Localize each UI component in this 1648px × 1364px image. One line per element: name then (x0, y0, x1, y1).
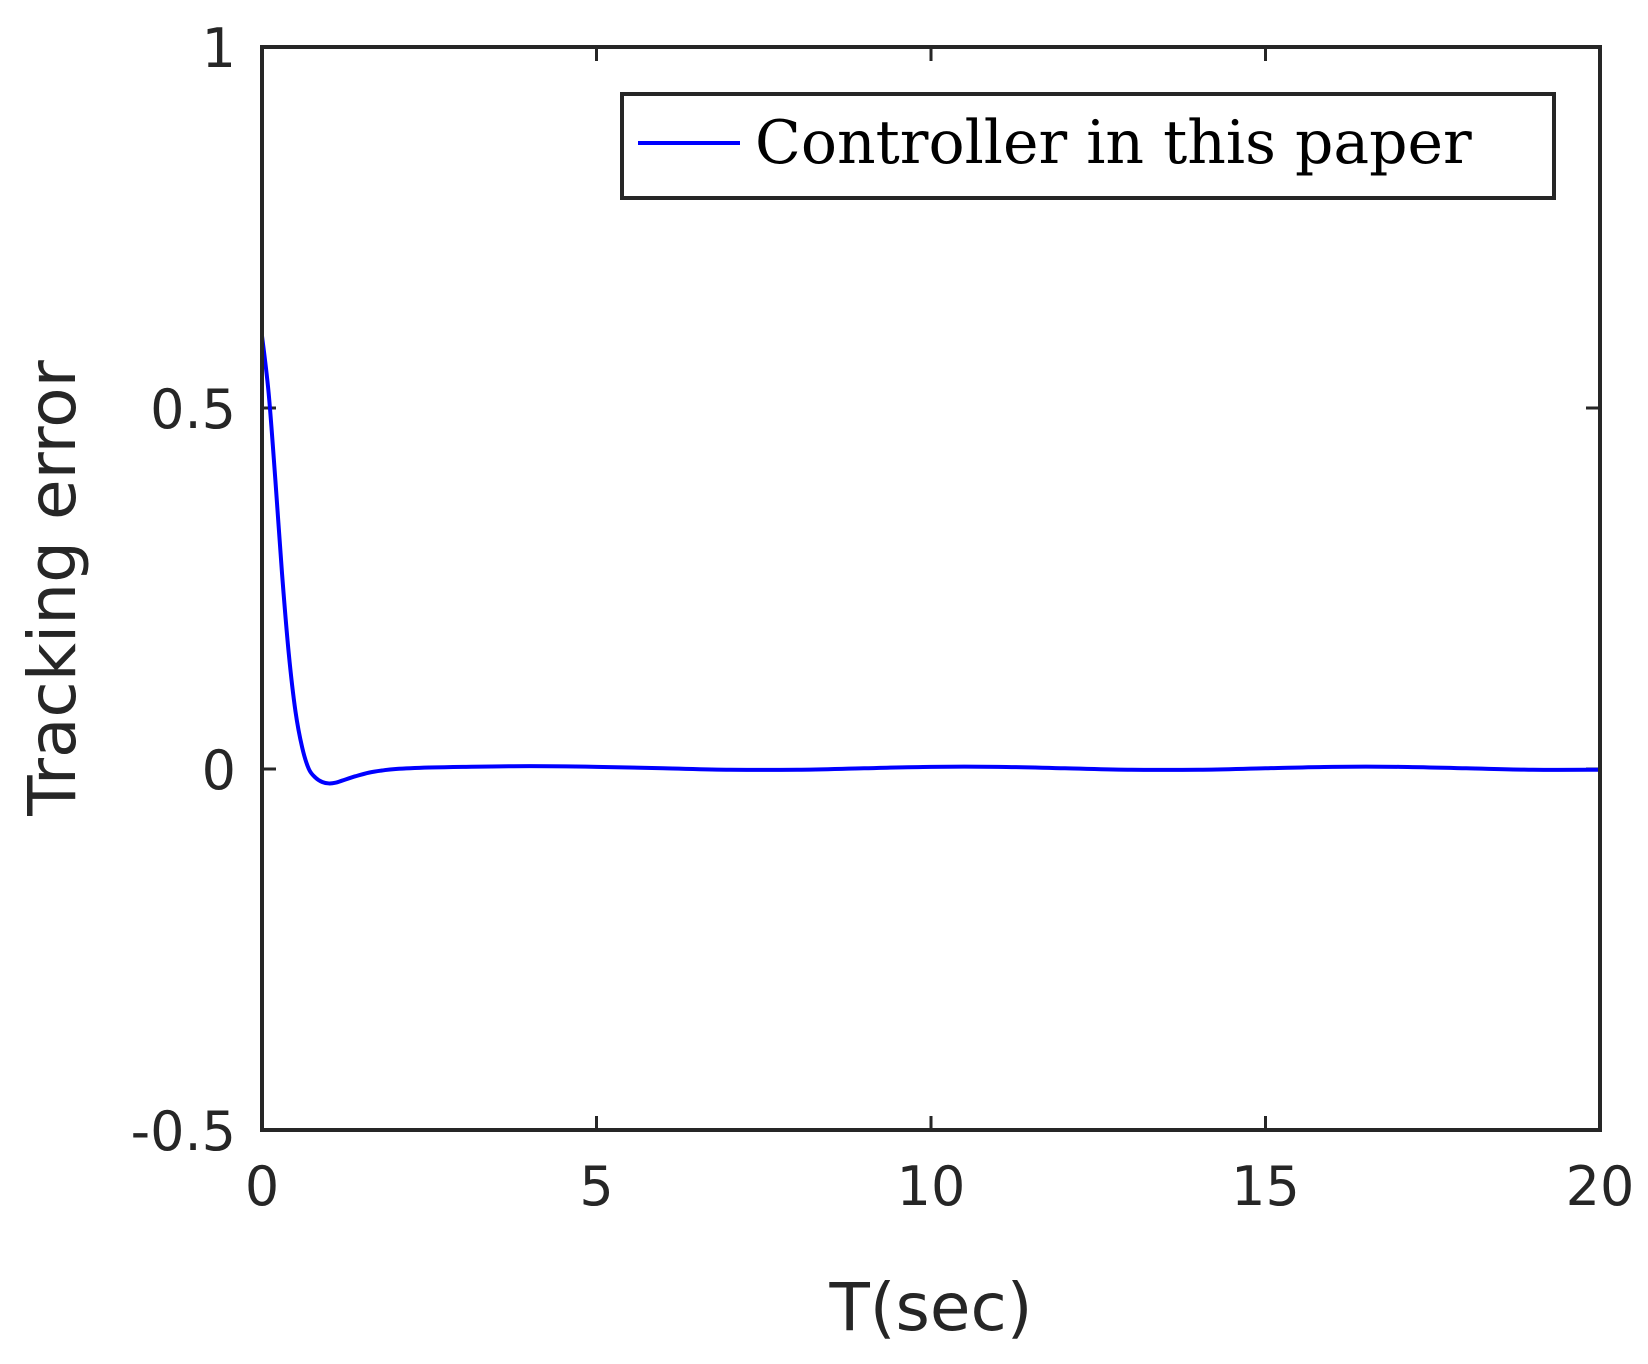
legend-box (620, 92, 1556, 200)
x-tick-label-3: 15 (1231, 1155, 1300, 1218)
y-tick-label-0: -0.5 (131, 1100, 236, 1163)
x-tick-label-0: 0 (245, 1155, 279, 1218)
x-tick-label-2: 10 (897, 1155, 966, 1218)
tick-labels: 0 5 10 15 20-0.500.51 (131, 17, 1635, 1218)
plot-frame (260, 45, 1602, 1132)
x-tick-label-1: 5 (579, 1155, 613, 1218)
legend-entry-label: Controller in this paper (755, 108, 1472, 178)
y-axis-label: Tracking error (14, 359, 91, 816)
series-line-0 (260, 335, 1601, 786)
legend: Controller in this paper (620, 92, 1556, 200)
series-layer (260, 335, 1601, 786)
y-tick-label-3: 1 (202, 17, 236, 80)
x-tick-label-4: 20 (1566, 1155, 1635, 1218)
x-axis-label: T(sec) (828, 1269, 1032, 1346)
y-tick-label-1: 0 (202, 739, 236, 802)
y-tick-label-2: 0.5 (150, 378, 236, 441)
